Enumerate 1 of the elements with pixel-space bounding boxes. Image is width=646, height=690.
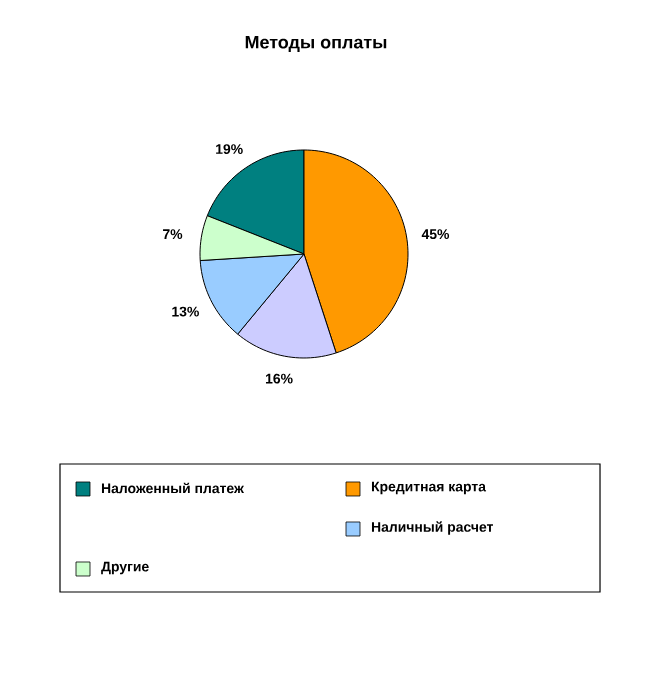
chart-title: Методы оплаты [245, 36, 387, 52]
